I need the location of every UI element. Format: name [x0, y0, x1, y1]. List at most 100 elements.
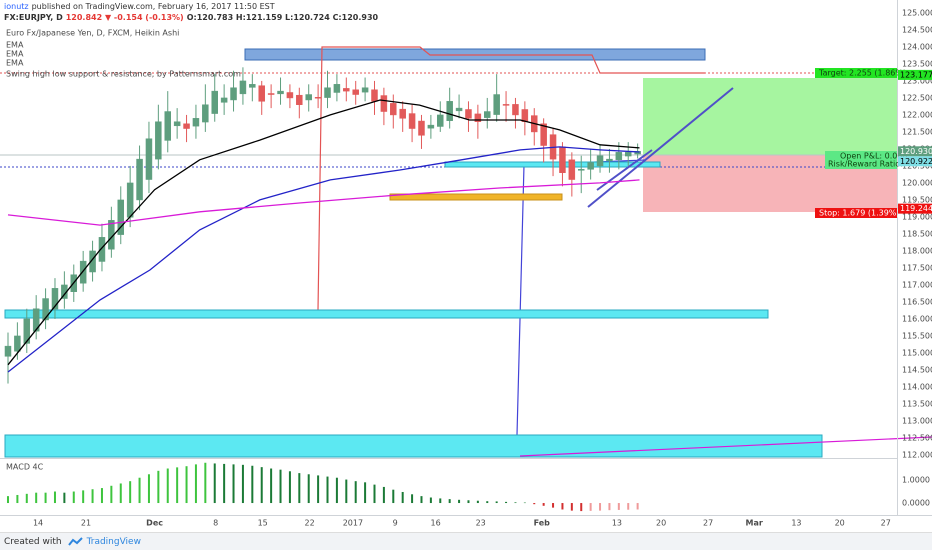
macd-bar: [364, 482, 367, 504]
candle-body: [484, 111, 491, 118]
candle-body: [587, 162, 594, 170]
candle-body: [4, 345, 12, 357]
legend-entry: EMA: [6, 50, 24, 59]
y-tick-label: 117.500: [902, 263, 932, 272]
candle-body: [408, 113, 416, 129]
y-tick-label: 122.000: [902, 110, 932, 119]
candle-body: [79, 260, 87, 284]
y-tick-label: 115.000: [902, 348, 932, 357]
stop-label: Stop: 1.679 (1.39%): [819, 209, 900, 218]
macd-bar: [382, 486, 385, 504]
macd-bar: [514, 502, 517, 504]
y-tick-label: 125.000: [902, 8, 932, 17]
macd-bar: [25, 493, 28, 504]
macd-bar: [185, 466, 188, 504]
stop-box: [815, 208, 897, 218]
macd-bar: [401, 491, 404, 504]
macd-bar: [63, 492, 66, 504]
macd-bar: [317, 475, 320, 504]
ema-line: [7, 146, 640, 373]
x-tick-label: 27: [881, 519, 891, 528]
candle-body: [126, 182, 134, 218]
macd-bar: [176, 467, 179, 504]
y-tick-label: 114.500: [902, 365, 932, 374]
macd-bar: [495, 501, 498, 504]
projection-line: [519, 436, 932, 457]
macd-bar: [100, 488, 103, 504]
macd-bar: [448, 499, 451, 504]
macd-bar: [204, 462, 207, 504]
candle-body: [136, 158, 143, 201]
indicator-label: Swing high low support & resistance, by …: [6, 70, 241, 79]
candle-body: [117, 199, 125, 235]
candle-body: [418, 120, 425, 136]
candle-body: [267, 93, 275, 95]
ema-line: [7, 179, 640, 226]
y-tick-label: 116.000: [902, 314, 932, 323]
candle-body: [615, 152, 623, 161]
candle-body: [155, 121, 162, 160]
candle-body: [32, 308, 40, 332]
macd-bar: [467, 500, 470, 504]
candle-body: [568, 159, 576, 180]
macd-bar: [542, 503, 545, 506]
macd-bar: [279, 469, 282, 504]
candle-body: [606, 158, 613, 162]
candle-body: [98, 237, 106, 262]
candle-body: [343, 88, 350, 92]
brand[interactable]: TradingView: [86, 537, 141, 547]
trend-line: [596, 149, 653, 191]
author[interactable]: ionutz: [4, 2, 29, 11]
open-pnl-label: Open P&L: 0.008: [840, 152, 908, 161]
macd-title: MACD 4C: [6, 463, 44, 472]
candle-body: [324, 87, 331, 98]
x-tick-label: Mar: [746, 519, 763, 528]
candle-body: [624, 152, 632, 157]
y-tick-label: 112.000: [902, 450, 932, 459]
macd-bar: [429, 497, 432, 504]
candle-body: [521, 109, 529, 122]
macd-bar: [223, 463, 226, 504]
candle-body: [89, 250, 96, 273]
y-tick-label: 123.500: [902, 59, 932, 68]
candle-body: [352, 89, 359, 95]
candle-body: [286, 92, 294, 99]
y-tick-label: 113.500: [902, 399, 932, 408]
candle-body: [371, 89, 378, 102]
macd-bar: [439, 498, 442, 504]
price-badge-label: 123.177: [900, 70, 932, 79]
x-tick-label: 23: [476, 519, 486, 528]
x-tick-label: 13: [612, 519, 622, 528]
y-tick-label: 112.500: [902, 433, 932, 442]
macd-bar: [420, 496, 423, 504]
macd-bar: [251, 465, 254, 504]
candle-body: [173, 121, 181, 127]
macd-bar: [194, 464, 197, 504]
candle-body: [502, 104, 510, 106]
candle-body: [474, 113, 482, 122]
candle-body: [192, 118, 200, 127]
target-box: [815, 68, 897, 78]
macd-bar: [119, 483, 122, 504]
candle-body: [596, 155, 604, 167]
price-badge-label: 120.922: [900, 157, 932, 166]
target-zone: [643, 78, 897, 155]
candle-body: [390, 103, 397, 116]
macd-bar: [552, 503, 555, 508]
support-zone: [4, 434, 823, 458]
created-with: Created with: [4, 537, 62, 547]
macd-bar: [157, 470, 160, 504]
header: ionutz published on TradingView.com, Febr…: [4, 2, 278, 11]
y-tick-label: 122.500: [902, 93, 932, 102]
candle-body: [211, 90, 218, 114]
candle-body: [399, 108, 406, 119]
y-tick-label: 115.500: [902, 331, 932, 340]
candle-body: [220, 97, 228, 103]
macd-bar: [44, 492, 47, 504]
macd-bar: [35, 492, 38, 504]
macd-bar: [53, 491, 56, 504]
x-tick-label: 14: [33, 519, 43, 528]
ratio-label: Risk/Reward Ratio:: [828, 160, 903, 169]
ohlc: O:120.783 H:121.159 L:120.724 C:120.930: [186, 13, 379, 22]
y-tick-label: 124.000: [902, 42, 932, 51]
